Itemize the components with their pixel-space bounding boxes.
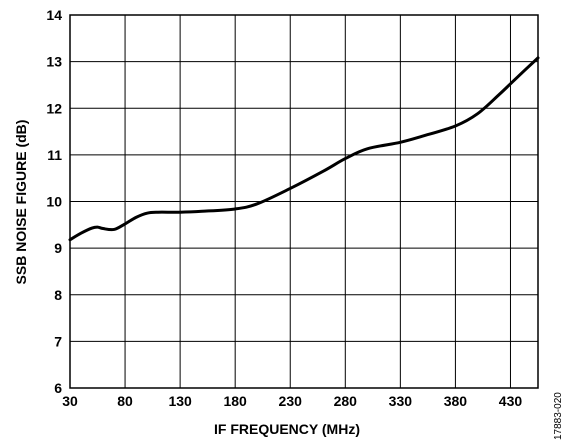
y-tick-label: 10: [46, 194, 62, 210]
plot-frame: [69, 14, 539, 389]
figure-id: 17883-020: [553, 392, 564, 440]
x-tick-label: 180: [223, 393, 247, 409]
grid: [69, 14, 538, 389]
x-tick-label: 380: [444, 393, 468, 409]
y-tick-label: 13: [46, 54, 62, 70]
y-tick-label: 7: [54, 333, 62, 349]
x-tick-label: 130: [168, 393, 192, 409]
y-axis-label: SSB NOISE FIGURE (dB): [13, 120, 29, 285]
x-tick-label: 230: [279, 393, 303, 409]
y-tick-label: 11: [47, 147, 62, 163]
tick-labels: 30 80 130 180 230 280 330 380 430 6 7 8 9 10 11 12 13 14: [46, 7, 522, 409]
x-tick-label: 30: [62, 393, 78, 409]
x-tick-label: 330: [389, 393, 413, 409]
x-axis-label: IF FREQUENCY (MHz): [214, 421, 360, 437]
y-tick-label: 12: [46, 100, 62, 116]
x-tick-label: 80: [117, 393, 133, 409]
y-tick-label: 9: [54, 240, 62, 256]
x-tick-label: 430: [499, 393, 523, 409]
series-line: [68, 56, 540, 242]
y-tick-label: 6: [54, 380, 62, 396]
y-tick-label: 14: [46, 7, 62, 23]
x-tick-label: 280: [334, 393, 358, 409]
y-tick-label: 8: [54, 287, 62, 303]
